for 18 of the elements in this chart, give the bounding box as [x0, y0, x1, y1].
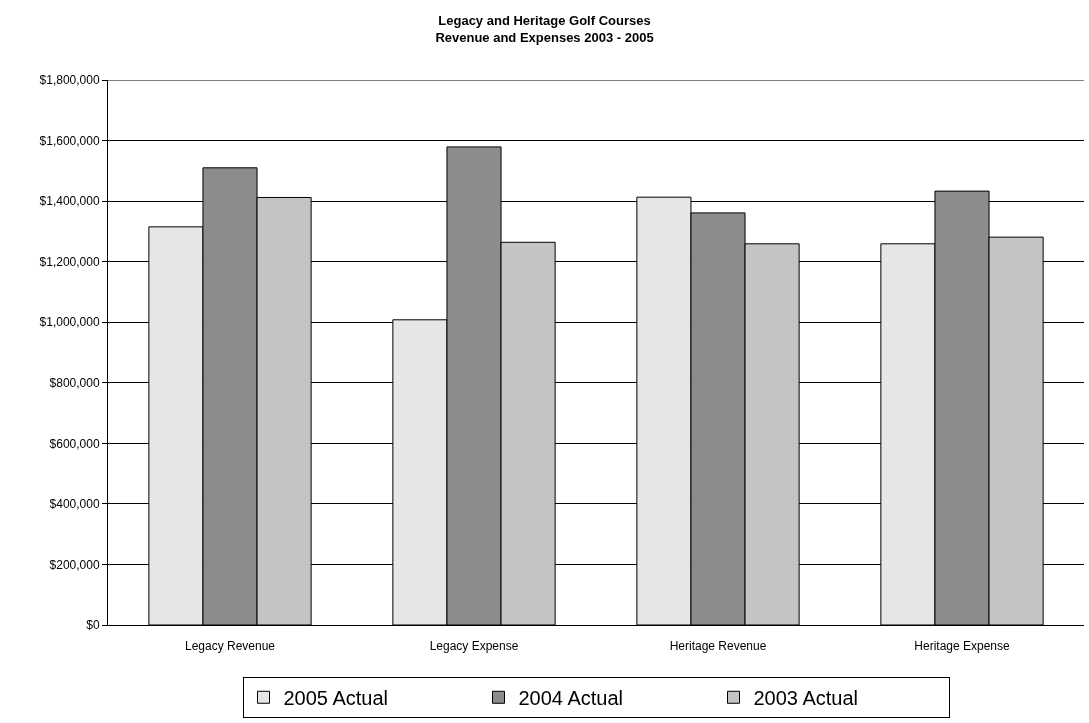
y-tick-label: $800,000 — [49, 375, 100, 390]
y-tick-label: $1,600,000 — [39, 133, 100, 148]
y-tick-label: $1,000,000 — [39, 315, 100, 330]
y-tick-label: $1,400,000 — [39, 194, 100, 209]
y-tick-label: $200,000 — [49, 557, 100, 572]
x-tick-label: Heritage Expense — [914, 639, 1011, 654]
y-tick-label: $1,200,000 — [39, 254, 100, 269]
x-tick-label: Heritage Revenue — [669, 639, 767, 654]
legend-label: 2003 Actual — [753, 687, 859, 710]
y-tick-label: $600,000 — [49, 436, 100, 451]
y-tick-label: $1,800,000 — [39, 73, 100, 88]
legend-label: 2005 Actual — [283, 687, 389, 710]
y-tick-label: $0 — [86, 618, 100, 633]
x-tick-label: Legacy Revenue — [184, 639, 276, 654]
x-tick-label: Legacy Expense — [429, 639, 519, 654]
y-tick-label: $400,000 — [49, 497, 100, 512]
legend-label: 2004 Actual — [518, 687, 624, 710]
chart-title: Legacy and Heritage Golf Courses Revenue and Expenses 2003 - 2005 — [435, 13, 654, 46]
